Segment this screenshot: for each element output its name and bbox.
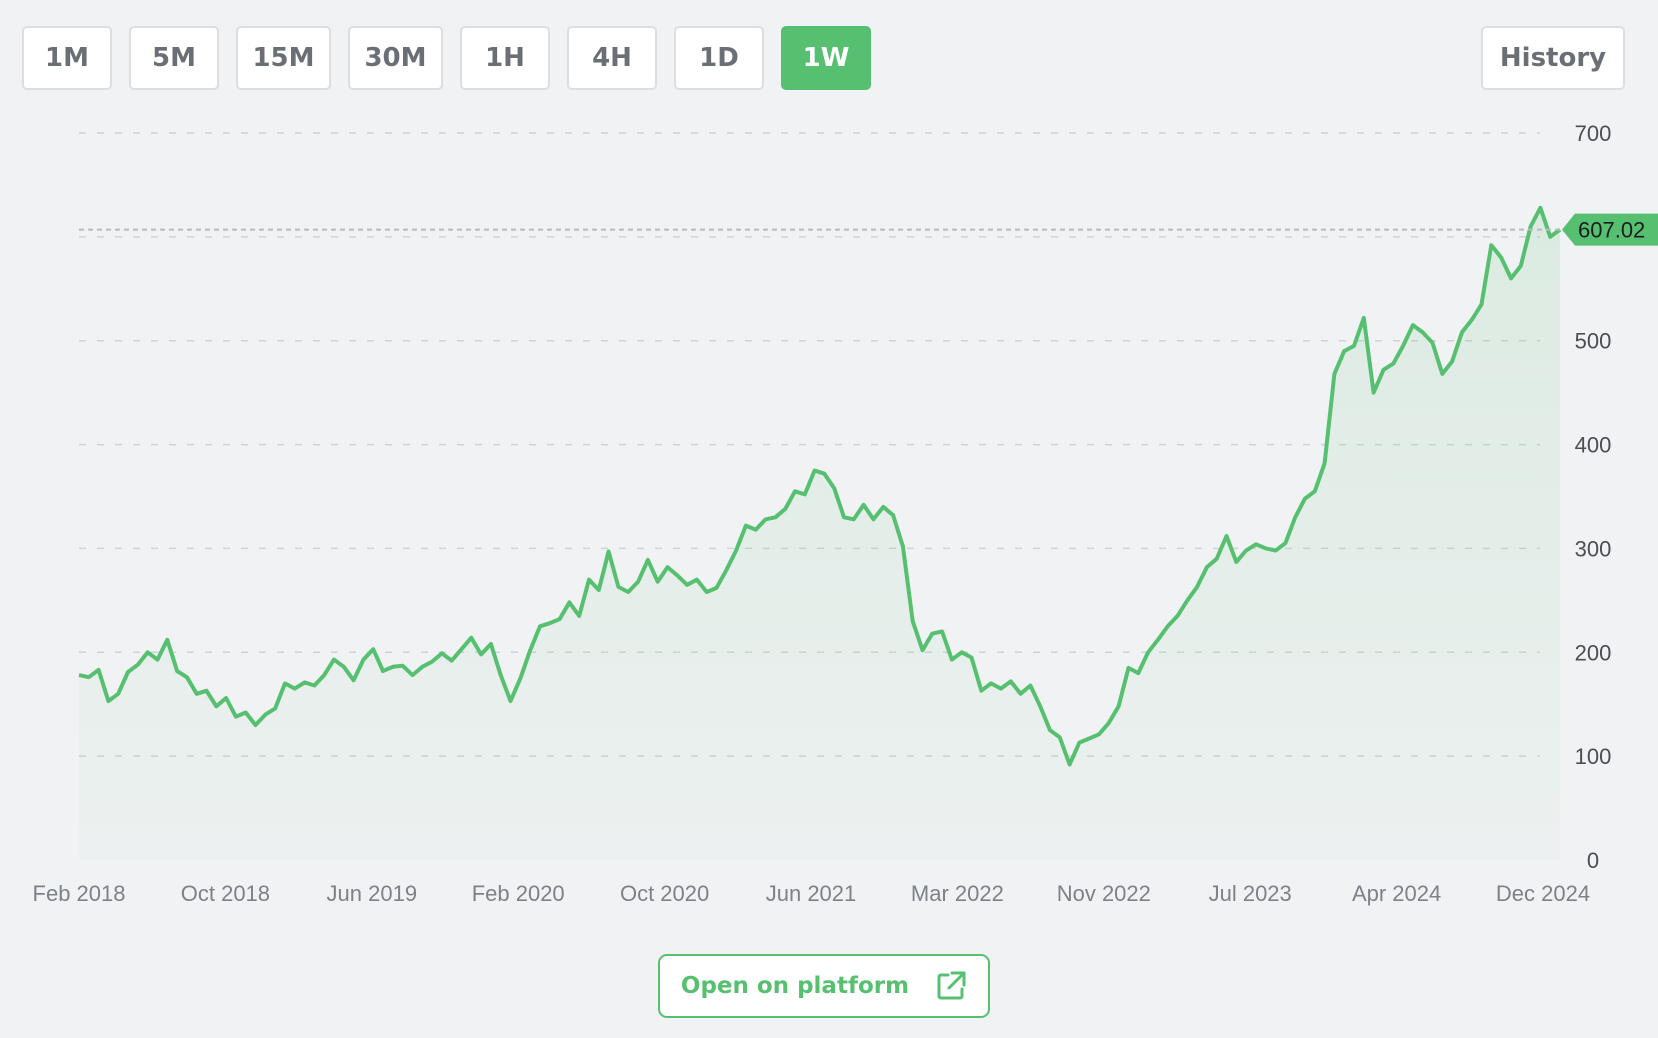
timeframe-toolbar: 1M 5M 15M 30M 1H 4H 1D 1W <box>22 26 871 90</box>
open-on-platform-button[interactable]: Open on platform <box>658 954 990 1018</box>
x-tick-label: Feb 2020 <box>472 881 565 906</box>
timeframe-button-1d[interactable]: 1D <box>674 26 764 90</box>
timeframe-button-1h[interactable]: 1H <box>460 26 550 90</box>
price-area <box>79 207 1560 861</box>
x-tick-label: Dec 2024 <box>1496 881 1590 906</box>
x-tick-label: Apr 2024 <box>1352 881 1441 906</box>
x-tick-label: Oct 2018 <box>181 881 270 906</box>
timeframe-button-5m[interactable]: 5M <box>129 26 219 90</box>
x-tick-label: Nov 2022 <box>1057 881 1151 906</box>
y-tick-label: 500 <box>1575 329 1612 354</box>
y-tick-label: 300 <box>1575 536 1612 561</box>
y-tick-label: 100 <box>1575 744 1612 769</box>
y-axis-labels: 0 100 200 300 400 500 700 <box>1575 121 1612 873</box>
x-tick-label: Jun 2019 <box>327 881 418 906</box>
timeframe-button-15m[interactable]: 15M <box>236 26 331 90</box>
current-price-label: 607.02 <box>1578 218 1645 243</box>
price-chart: 0 100 200 300 400 500 700 Feb 2018 Oct 2018 Jun … <box>33 121 1658 906</box>
current-price-badge: 607.02 <box>1562 213 1658 246</box>
x-tick-label: Oct 2020 <box>620 881 709 906</box>
x-tick-label: Jun 2021 <box>766 881 857 906</box>
x-tick-label: Feb 2018 <box>33 881 126 906</box>
external-link-icon <box>937 971 966 1000</box>
history-button[interactable]: History <box>1481 26 1625 90</box>
timeframe-button-4h[interactable]: 4H <box>567 26 657 90</box>
timeframe-button-1w[interactable]: 1W <box>781 26 871 90</box>
x-tick-label: Jul 2023 <box>1209 881 1292 906</box>
timeframe-button-1m[interactable]: 1M <box>22 26 112 90</box>
x-tick-label: Mar 2022 <box>911 881 1004 906</box>
open-on-platform-label: Open on platform <box>680 973 910 999</box>
y-tick-label: 0 <box>1587 848 1599 873</box>
y-tick-label: 400 <box>1575 433 1612 458</box>
price-line <box>78 205 1562 767</box>
y-tick-label: 700 <box>1575 121 1612 146</box>
x-axis-labels: Feb 2018 Oct 2018 Jun 2019 Feb 2020 Oct 2020… <box>33 881 1591 906</box>
timeframe-button-30m[interactable]: 30M <box>348 26 443 90</box>
y-tick-label: 200 <box>1575 640 1612 665</box>
